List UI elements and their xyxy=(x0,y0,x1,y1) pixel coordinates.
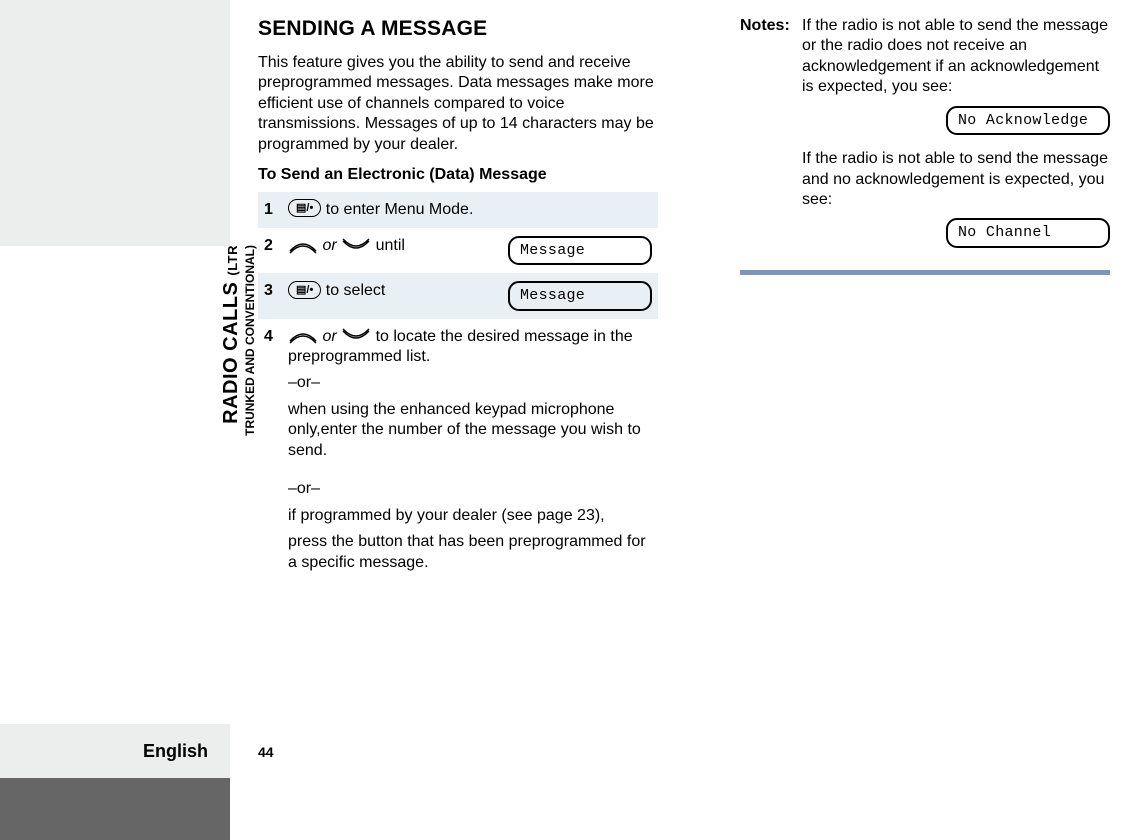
notes-display-1-wrap: No Acknowledge xyxy=(802,106,1110,135)
notes-block: Notes: If the radio is not able to send … xyxy=(740,16,1110,262)
radio-display: Message xyxy=(508,236,652,265)
page: RADIO CALLS (LTR TRUNKED AND CONVENTIONA… xyxy=(0,0,1140,840)
step-text: or until xyxy=(282,228,492,273)
step-row-2: 2 or until Message xyxy=(258,228,658,273)
page-heading: SENDING A MESSAGE xyxy=(258,16,658,43)
step-1-tail: to enter Menu Mode. xyxy=(321,201,473,218)
menu-key-icon: ▤/• xyxy=(288,281,321,299)
up-arc-key-icon xyxy=(288,239,318,253)
step-number: 2 xyxy=(258,228,282,273)
radio-display: Message xyxy=(508,281,652,310)
step-2-tail: until xyxy=(376,237,405,254)
step-number: 1 xyxy=(258,192,282,228)
up-arc-key-icon xyxy=(288,329,318,343)
or-text: or xyxy=(322,328,336,345)
step-number: 4 xyxy=(258,319,282,588)
sidebar-top-block: RADIO CALLS (LTR TRUNKED AND CONVENTIONA… xyxy=(0,0,230,246)
section-title: RADIO CALLS xyxy=(220,282,242,424)
notes-label: Notes: xyxy=(740,16,802,262)
step-4-line2: when using the enhanced keypad microphon… xyxy=(288,400,652,461)
down-arc-key-icon xyxy=(341,239,371,253)
section-title-paren: (LTR xyxy=(225,245,240,276)
step-display-cell: Message xyxy=(492,273,658,318)
step-3-tail: to select xyxy=(321,282,385,299)
step-text: ▤/• to select xyxy=(282,273,492,318)
notes-p2: If the radio is not able to send the mes… xyxy=(802,149,1110,210)
step-row-1: 1 ▤/• to enter Menu Mode. xyxy=(258,192,658,228)
right-column: Notes: If the radio is not able to send … xyxy=(740,16,1110,275)
notes-p1: If the radio is not able to send the mes… xyxy=(802,16,1110,98)
step-4-or2: –or– xyxy=(288,479,652,499)
sidebar-bottom-block xyxy=(0,778,230,840)
radio-display: No Channel xyxy=(946,218,1110,247)
step-number: 3 xyxy=(258,273,282,318)
steps-table: 1 ▤/• to enter Menu Mode. 2 or until xyxy=(258,192,658,588)
step-text: ▤/• to enter Menu Mode. xyxy=(282,192,658,228)
step-4-line3: if programmed by your dealer (see page 2… xyxy=(288,506,652,526)
radio-display: No Acknowledge xyxy=(946,106,1110,135)
notes-display-2-wrap: No Channel xyxy=(802,218,1110,247)
step-text: or to locate the desired message in the … xyxy=(282,319,658,588)
sub-heading: To Send an Electronic (Data) Message xyxy=(258,165,658,185)
section-subtitle: TRUNKED AND CONVENTIONAL) xyxy=(243,245,257,436)
or-text: or xyxy=(322,237,336,254)
intro-paragraph: This feature gives you the ability to se… xyxy=(258,53,658,155)
section-divider xyxy=(740,270,1110,275)
section-label-vertical: RADIO CALLS (LTR TRUNKED AND CONVENTIONA… xyxy=(220,245,257,436)
step-display-cell: Message xyxy=(492,228,658,273)
notes-body: If the radio is not able to send the mes… xyxy=(802,16,1110,262)
down-arc-key-icon xyxy=(341,329,371,343)
left-column: SENDING A MESSAGE This feature gives you… xyxy=(258,16,658,587)
language-label: English xyxy=(0,724,230,778)
step-row-3: 3 ▤/• to select Message xyxy=(258,273,658,318)
page-number: 44 xyxy=(258,744,274,760)
step-4-line4: press the button that has been preprogra… xyxy=(288,532,652,573)
step-4-or1: –or– xyxy=(288,373,652,393)
menu-key-icon: ▤/• xyxy=(288,199,321,217)
step-4-line1-tail: to locate the desired message in the pre… xyxy=(288,328,633,365)
step-row-4: 4 or to locate the desired message in th… xyxy=(258,319,658,588)
